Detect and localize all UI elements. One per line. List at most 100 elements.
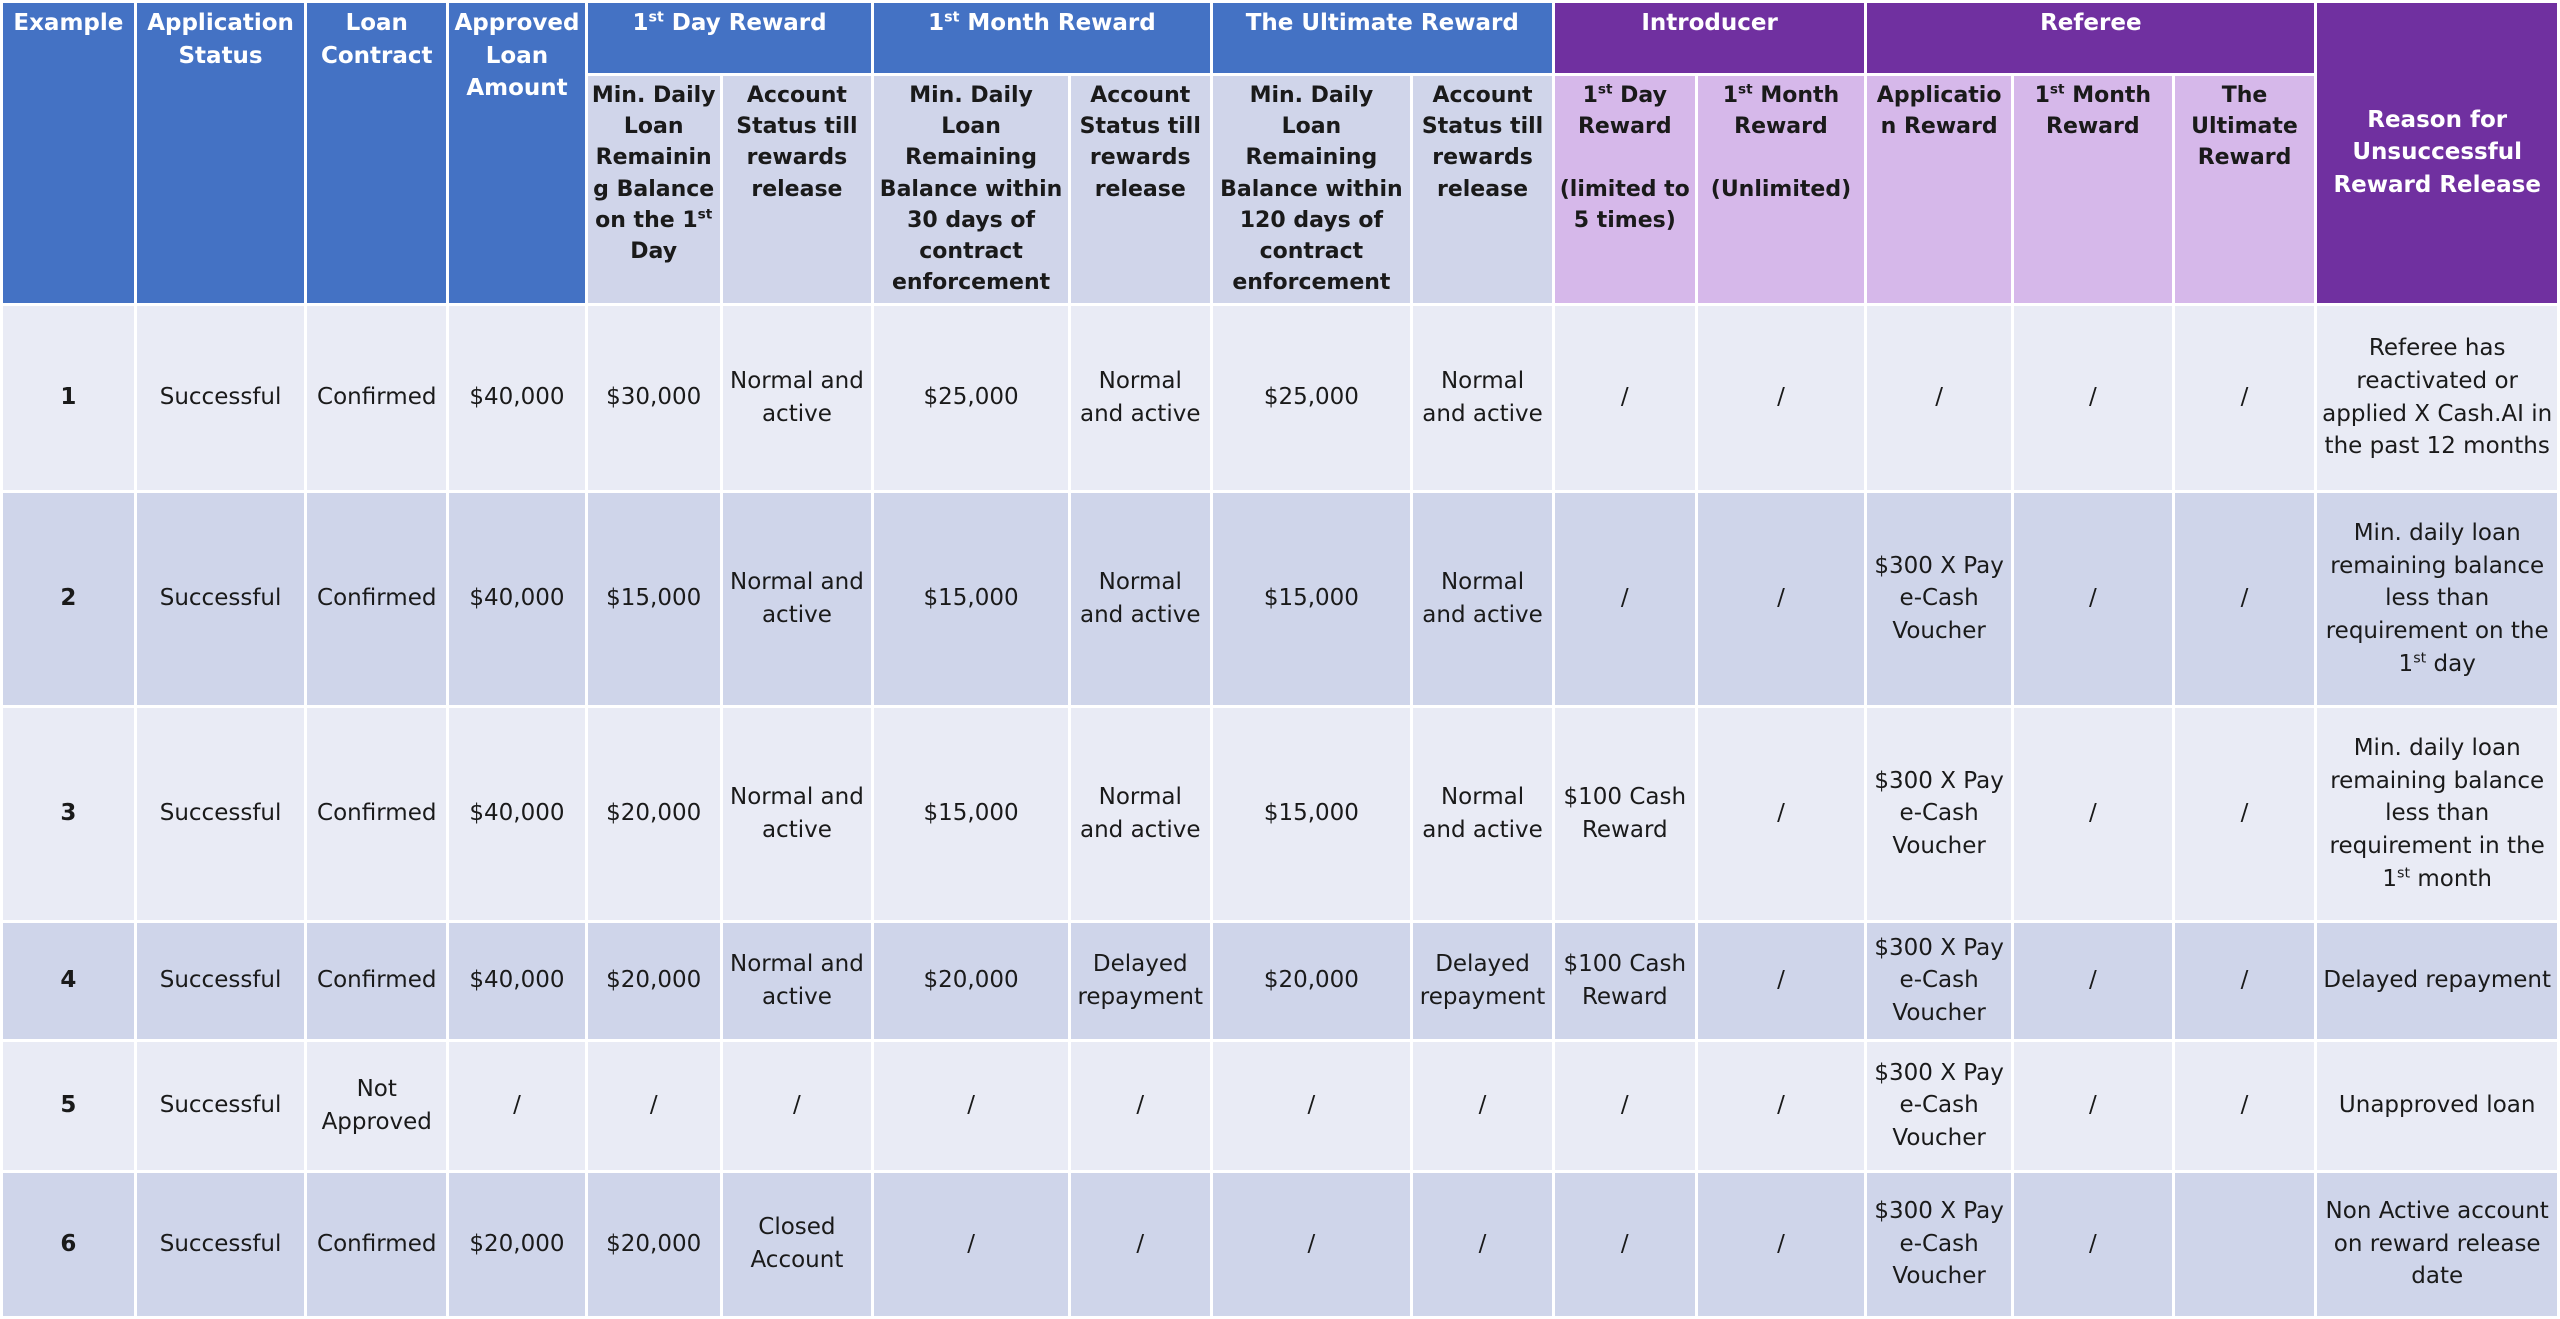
data-cell: /	[1413, 1172, 1552, 1316]
data-cell: /	[2013, 922, 2172, 1039]
example-number: 2	[3, 492, 134, 705]
data-cell: /	[1212, 1172, 1411, 1316]
data-cell: Closed Account	[722, 1172, 872, 1316]
data-cell: $40,000	[449, 492, 585, 705]
subheader-cell: 1st Month Reward	[2013, 76, 2172, 303]
header-cell: The Ultimate Reward	[1212, 3, 1552, 73]
data-cell: $20,000	[449, 1172, 585, 1316]
data-cell: Delayed repayment	[1070, 922, 1210, 1039]
data-cell: Confirmed	[307, 707, 447, 920]
subheader-cell: Account Status till rewards release	[722, 76, 872, 303]
data-cell: /	[1697, 922, 1865, 1039]
data-cell: $15,000	[1212, 707, 1411, 920]
data-cell: /	[1554, 492, 1695, 705]
data-cell: $25,000	[874, 305, 1068, 490]
data-cell: Not Approved	[307, 1041, 447, 1170]
data-row: 6 Successful Confirmed $20,000 $20,000 Closed…	[3, 1172, 2557, 1316]
data-cell: $100 Cash Reward	[1554, 707, 1695, 920]
example-number: 3	[3, 707, 134, 920]
data-cell: $40,000	[449, 305, 585, 490]
data-cell: Normal and active	[1413, 305, 1552, 490]
data-cell: Min. daily loan remaining balance less t…	[2317, 492, 2557, 705]
data-cell: $300 X Pay e-Cash Voucher	[1867, 1041, 2011, 1170]
data-cell: Normal and active	[1070, 492, 1210, 705]
data-cell: $30,000	[587, 305, 720, 490]
data-cell: Confirmed	[307, 1172, 447, 1316]
data-cell: /	[1697, 707, 1865, 920]
data-cell: $100 Cash Reward	[1554, 922, 1695, 1039]
data-cell: /	[2013, 305, 2172, 490]
data-cell: /	[2174, 1041, 2315, 1170]
data-cell: /	[2174, 922, 2315, 1039]
data-cell: Min. daily loan remaining balance less t…	[2317, 707, 2557, 920]
data-cell: Successful	[136, 1041, 305, 1170]
data-cell: $300 X Pay e-Cash Voucher	[1867, 922, 2011, 1039]
header-cell: Application Status	[136, 3, 305, 303]
data-cell: Successful	[136, 492, 305, 705]
data-cell: $300 X Pay e-Cash Voucher	[1867, 492, 2011, 705]
data-cell: /	[449, 1041, 585, 1170]
data-cell: /	[1554, 305, 1695, 490]
data-cell: $40,000	[449, 922, 585, 1039]
data-cell: Delayed repayment	[1413, 922, 1552, 1039]
data-cell: /	[587, 1041, 720, 1170]
data-row: 3 Successful Confirmed $40,000 $20,000 Normal…	[3, 707, 2557, 920]
data-cell: /	[1413, 1041, 1552, 1170]
header-row: Example Application Status Loan Contract Ap…	[3, 3, 2557, 303]
subheader-cell: 1st Day Reward (limited to 5 times)	[1554, 76, 1695, 303]
subheader-cell: Min. Daily Loan Remaining Balance within…	[1212, 76, 1411, 303]
data-cell: /	[1554, 1172, 1695, 1316]
data-cell: /	[1070, 1041, 1210, 1170]
data-cell: Successful	[136, 707, 305, 920]
data-cell: $25,000	[1212, 305, 1411, 490]
data-cell: /	[2013, 1172, 2172, 1316]
data-cell: /	[722, 1041, 872, 1170]
subheader-cell: Min. Daily Loan Remaining Balance within…	[874, 76, 1068, 303]
data-row: 1 Successful Confirmed $40,000 $30,000 Normal…	[3, 305, 2557, 490]
subheader-cell: Account Status till rewards release	[1070, 76, 1210, 303]
data-cell: $20,000	[587, 707, 720, 920]
data-row: 2 Successful Confirmed $40,000 $15,000 Normal…	[3, 492, 2557, 705]
header-cell: 1st Day Reward	[587, 3, 872, 73]
subheader-cell: Account Status till rewards release	[1413, 76, 1552, 303]
subheader-cell: 1st Month Reward (Unlimited)	[1697, 76, 1865, 303]
data-cell: /	[874, 1041, 1068, 1170]
data-cell: $300 X Pay e-Cash Voucher	[1867, 1172, 2011, 1316]
header-cell: Introducer	[1554, 3, 1865, 73]
data-cell: /	[1697, 492, 1865, 705]
data-row: 5 Successful Not Approved / / / / / / / / / $300 X P…	[3, 1041, 2557, 1170]
header-cell: Referee	[1867, 3, 2315, 73]
data-cell: Normal and active	[722, 492, 872, 705]
data-cell: $15,000	[874, 492, 1068, 705]
data-cell: /	[1697, 305, 1865, 490]
data-cell: $20,000	[1212, 922, 1411, 1039]
data-row: 4 Successful Confirmed $40,000 $20,000 Normal…	[3, 922, 2557, 1039]
data-cell: /	[2013, 1041, 2172, 1170]
data-cell: Normal and active	[722, 707, 872, 920]
data-cell: /	[1070, 1172, 1210, 1316]
data-cell: Non Active account on reward release dat…	[2317, 1172, 2557, 1316]
data-cell: /	[1212, 1041, 1411, 1170]
data-cell: Confirmed	[307, 305, 447, 490]
data-cell: Successful	[136, 1172, 305, 1316]
data-cell: Unapproved loan	[2317, 1041, 2557, 1170]
data-cell: Normal and active	[722, 305, 872, 490]
data-cell: Normal and active	[1070, 707, 1210, 920]
header-cell: Example	[3, 3, 134, 303]
header-cell: Approved Loan Amount	[449, 3, 585, 303]
header-cell: Reason for Unsuccessful Reward Release	[2317, 3, 2557, 303]
example-number: 4	[3, 922, 134, 1039]
subheader-cell: Application Reward	[1867, 76, 2011, 303]
data-cell: /	[2013, 707, 2172, 920]
subheader-cell: Min. Daily Loan Remaining Balance on the…	[587, 76, 720, 303]
data-cell: Delayed repayment	[2317, 922, 2557, 1039]
example-number: 1	[3, 305, 134, 490]
data-cell: /	[2174, 707, 2315, 920]
data-cell: Confirmed	[307, 492, 447, 705]
data-cell: Referee has reactivated or applied X Cas…	[2317, 305, 2557, 490]
example-number: 5	[3, 1041, 134, 1170]
data-cell: Successful	[136, 305, 305, 490]
data-cell: $20,000	[874, 922, 1068, 1039]
data-cell: $20,000	[587, 1172, 720, 1316]
